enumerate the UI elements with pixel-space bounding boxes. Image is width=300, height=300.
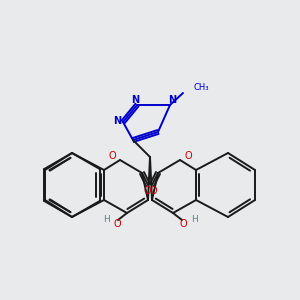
Text: O: O [113, 219, 121, 229]
Text: O: O [149, 186, 157, 196]
Text: O: O [184, 151, 192, 161]
Text: H: H [103, 215, 110, 224]
Text: O: O [108, 151, 116, 161]
Text: H: H [192, 215, 198, 224]
Text: N: N [113, 116, 121, 126]
Text: N: N [168, 95, 176, 105]
Text: O: O [143, 186, 151, 196]
Text: O: O [179, 219, 187, 229]
Text: CH₃: CH₃ [193, 83, 208, 92]
Text: N: N [131, 95, 139, 105]
